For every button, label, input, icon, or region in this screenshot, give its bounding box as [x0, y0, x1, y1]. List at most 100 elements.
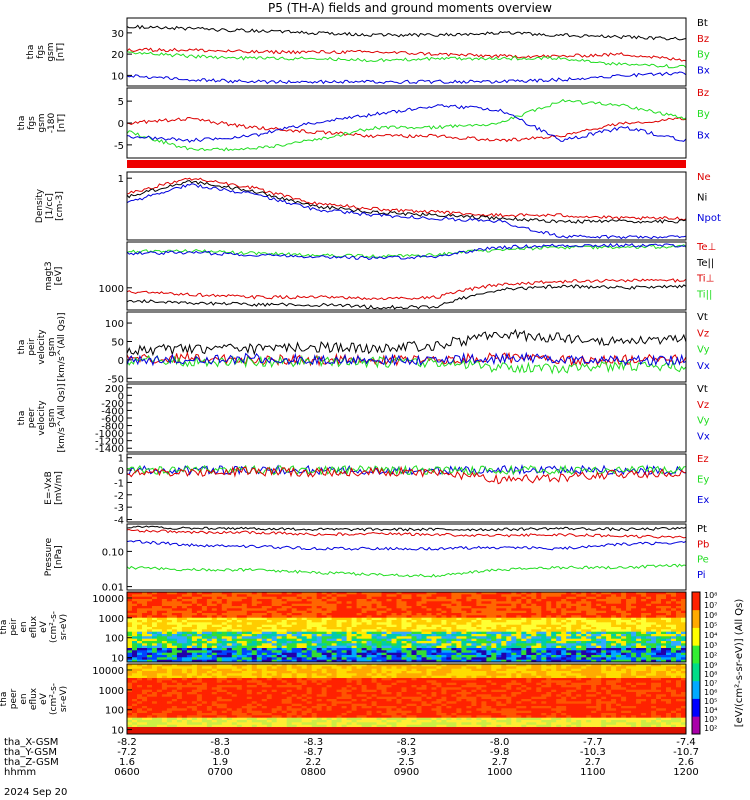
legend-entry: Pt — [697, 524, 707, 535]
ylabel-line: tha — [17, 116, 27, 131]
xaxis-value: -8.7 — [304, 747, 324, 758]
series-black — [126, 525, 687, 532]
ytick-label: 0 — [118, 356, 124, 367]
legend-entry: Ez — [697, 454, 709, 465]
series-red — [126, 528, 687, 539]
xaxis-value: 2.7 — [585, 757, 601, 768]
ytick-label: 10 — [111, 726, 124, 737]
colorbar-frame — [691, 591, 701, 735]
panel-pressure: 0.10 0.01 Pressure [nPa] Pt Pb Pe Pi — [44, 523, 709, 594]
xaxis-row-label: hhmm — [4, 767, 36, 778]
series-blue — [126, 183, 687, 240]
ytick-label: -3 — [114, 503, 124, 514]
legend-entry: Vx — [697, 431, 710, 442]
series-red — [126, 47, 687, 62]
ytick-label: 0.10 — [102, 547, 124, 558]
ylabel-line: eV — [39, 692, 49, 705]
ylabel-line: E=-VxB — [44, 471, 54, 505]
panel-frame — [126, 453, 687, 523]
xaxis-value: -7.7 — [583, 737, 603, 748]
ytick-label: -50 — [108, 374, 124, 385]
xaxis-value: -8.3 — [210, 737, 230, 748]
colorbar-tick: 10⁶ — [704, 611, 717, 620]
ytick-label: 0.01 — [102, 583, 124, 594]
ytick-label: -600 — [101, 414, 124, 425]
colorbar-tick: 10⁹ — [704, 661, 717, 670]
ytick-label: -200 — [101, 399, 124, 410]
ylabel-line: tha — [0, 620, 9, 635]
legend-entry: Npot — [697, 213, 721, 224]
ytick-label: 1 — [118, 454, 124, 465]
ylabel-line: en — [19, 693, 29, 704]
series-blue — [126, 104, 687, 143]
ytick-label: 50 — [111, 337, 124, 348]
ytick-label: 20 — [111, 50, 124, 61]
series-green — [126, 50, 687, 69]
colorbar-tick: 10⁵ — [704, 621, 717, 630]
ylabel-line: peer — [27, 407, 37, 428]
ylabel-line: gsm — [47, 408, 57, 427]
panel-density: 1 Density [1/cc] [cm-3] Ne Ni Npot — [35, 171, 721, 241]
ytick-label: 10000 — [92, 594, 124, 605]
xaxis-value: -9.8 — [490, 747, 510, 758]
ytick-label: 0 — [118, 466, 124, 477]
xaxis-value: -7.4 — [676, 737, 696, 748]
series-black — [126, 328, 687, 357]
ylabel-line: tha — [0, 692, 9, 707]
legend-entry: Ti⊥ — [696, 274, 714, 285]
ylabel-line: -180 — [47, 113, 57, 134]
colorbar-tick: 10⁴ — [704, 706, 717, 715]
xaxis-value: 0700 — [207, 767, 232, 778]
panel-frame — [126, 241, 687, 311]
series-red — [126, 465, 687, 485]
ylabel-pressure: Pressure [nPa] — [44, 537, 64, 576]
ylabel-peer_spec: tha peer en eflux eV (cm²-s-sr-eV) — [0, 683, 69, 715]
xaxis-value: 2.2 — [305, 757, 321, 768]
series-black — [126, 24, 687, 41]
colorbar-tick: 10³ — [704, 641, 717, 650]
ylabel-density: Density [1/cc] [cm-3] — [35, 188, 65, 223]
legend-entry: By — [697, 109, 710, 120]
xaxis-value: 0800 — [301, 767, 326, 778]
legend-entry: Bz — [697, 34, 709, 45]
ytick-label: 10 — [111, 71, 124, 82]
series-black — [126, 180, 687, 224]
legend-entry: Pe — [697, 555, 709, 566]
xaxis-value: 1.9 — [212, 757, 228, 768]
ylabel-peir_velocity: tha peir velocity gsm [km/s^(All Qs)] — [17, 312, 67, 381]
legend-entry: Te|| — [696, 258, 714, 269]
ylabel-peir_spec: tha peir en eflux eV (cm²-s-sr-eV) — [0, 611, 69, 643]
series-red — [126, 278, 687, 301]
ylabel-line: [eV] — [54, 267, 64, 286]
legend-entry: Bx — [697, 130, 710, 141]
panel-peir_spec: 10000 1000 100 10 tha peir en eflux eV (cm²-s-sr-… — [0, 591, 687, 665]
series-blue — [126, 463, 687, 476]
panel-frame — [126, 591, 687, 663]
legend-entry: By — [697, 50, 710, 61]
legend-entry: Ti|| — [696, 289, 712, 300]
xaxis-value: -8.2 — [117, 737, 137, 748]
panel-fgs_btot: 30 20 10 tha fgs gsm [nT] Bt Bz By Bx — [26, 17, 710, 87]
ylabel-line: [cm-3] — [55, 191, 65, 221]
ylabel-fgs_gsm: tha fgs gsm -180 [nT] — [17, 113, 67, 134]
ytick-label: 10 — [111, 654, 124, 665]
ytick-label: 1000 — [99, 686, 124, 697]
legend-entry: Bt — [697, 18, 708, 29]
ylabel-line: [nPa] — [54, 545, 64, 568]
ytick-label: -1 — [114, 478, 124, 489]
mode-bar — [127, 160, 686, 168]
ytick-label: -1200 — [95, 437, 124, 448]
ylabel-line: (cm²-s- — [49, 683, 59, 715]
xaxis-value: -8.3 — [304, 737, 324, 748]
panel-peer_spec: 10000 1000 100 10 tha peer en eflux eV (cm²-s-sr-… — [0, 663, 687, 737]
ylabel-line: Pressure — [44, 537, 54, 576]
ylabel-line: tha — [17, 411, 27, 426]
ytick-label: 1 — [118, 174, 124, 185]
panel-frame — [126, 523, 687, 591]
panel-frame — [126, 383, 687, 453]
ylabel-line: peir — [9, 618, 19, 636]
series-blue — [126, 351, 687, 367]
colorbar-tick: 10⁵ — [704, 697, 717, 706]
